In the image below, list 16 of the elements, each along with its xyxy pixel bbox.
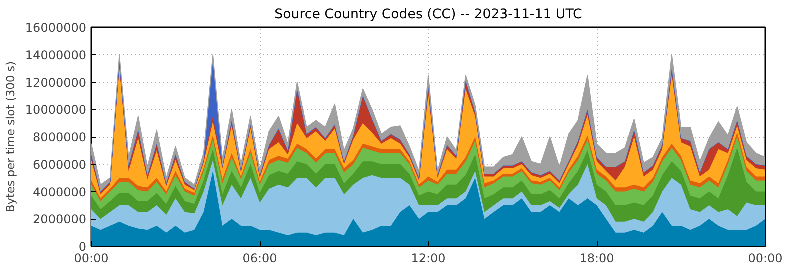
x-tick-label: 00:00 bbox=[748, 252, 783, 266]
y-axis-title: Bytes per time slot (300 s) bbox=[3, 61, 18, 212]
y-tick-label: 14000000 bbox=[25, 48, 86, 62]
x-tick-label: 06:00 bbox=[242, 252, 278, 266]
y-tick-label: 16000000 bbox=[25, 21, 86, 35]
x-tick-label: 18:00 bbox=[580, 252, 614, 266]
y-tick-label: 0 bbox=[78, 240, 87, 254]
x-tick-label: 12:00 bbox=[411, 252, 446, 266]
y-tick-label: 12000000 bbox=[25, 76, 86, 90]
y-tick-label: 6000000 bbox=[33, 158, 87, 172]
chart-title: Source Country Codes (CC) -- 2023-11-11 UTC bbox=[274, 8, 582, 22]
y-tick-label: 4000000 bbox=[33, 185, 87, 200]
y-tick-label: 2000000 bbox=[33, 212, 87, 227]
y-tick-label: 8000000 bbox=[33, 130, 87, 144]
x-tick-label: 00:00 bbox=[74, 252, 109, 266]
y-tick-label: 10000000 bbox=[25, 103, 86, 118]
